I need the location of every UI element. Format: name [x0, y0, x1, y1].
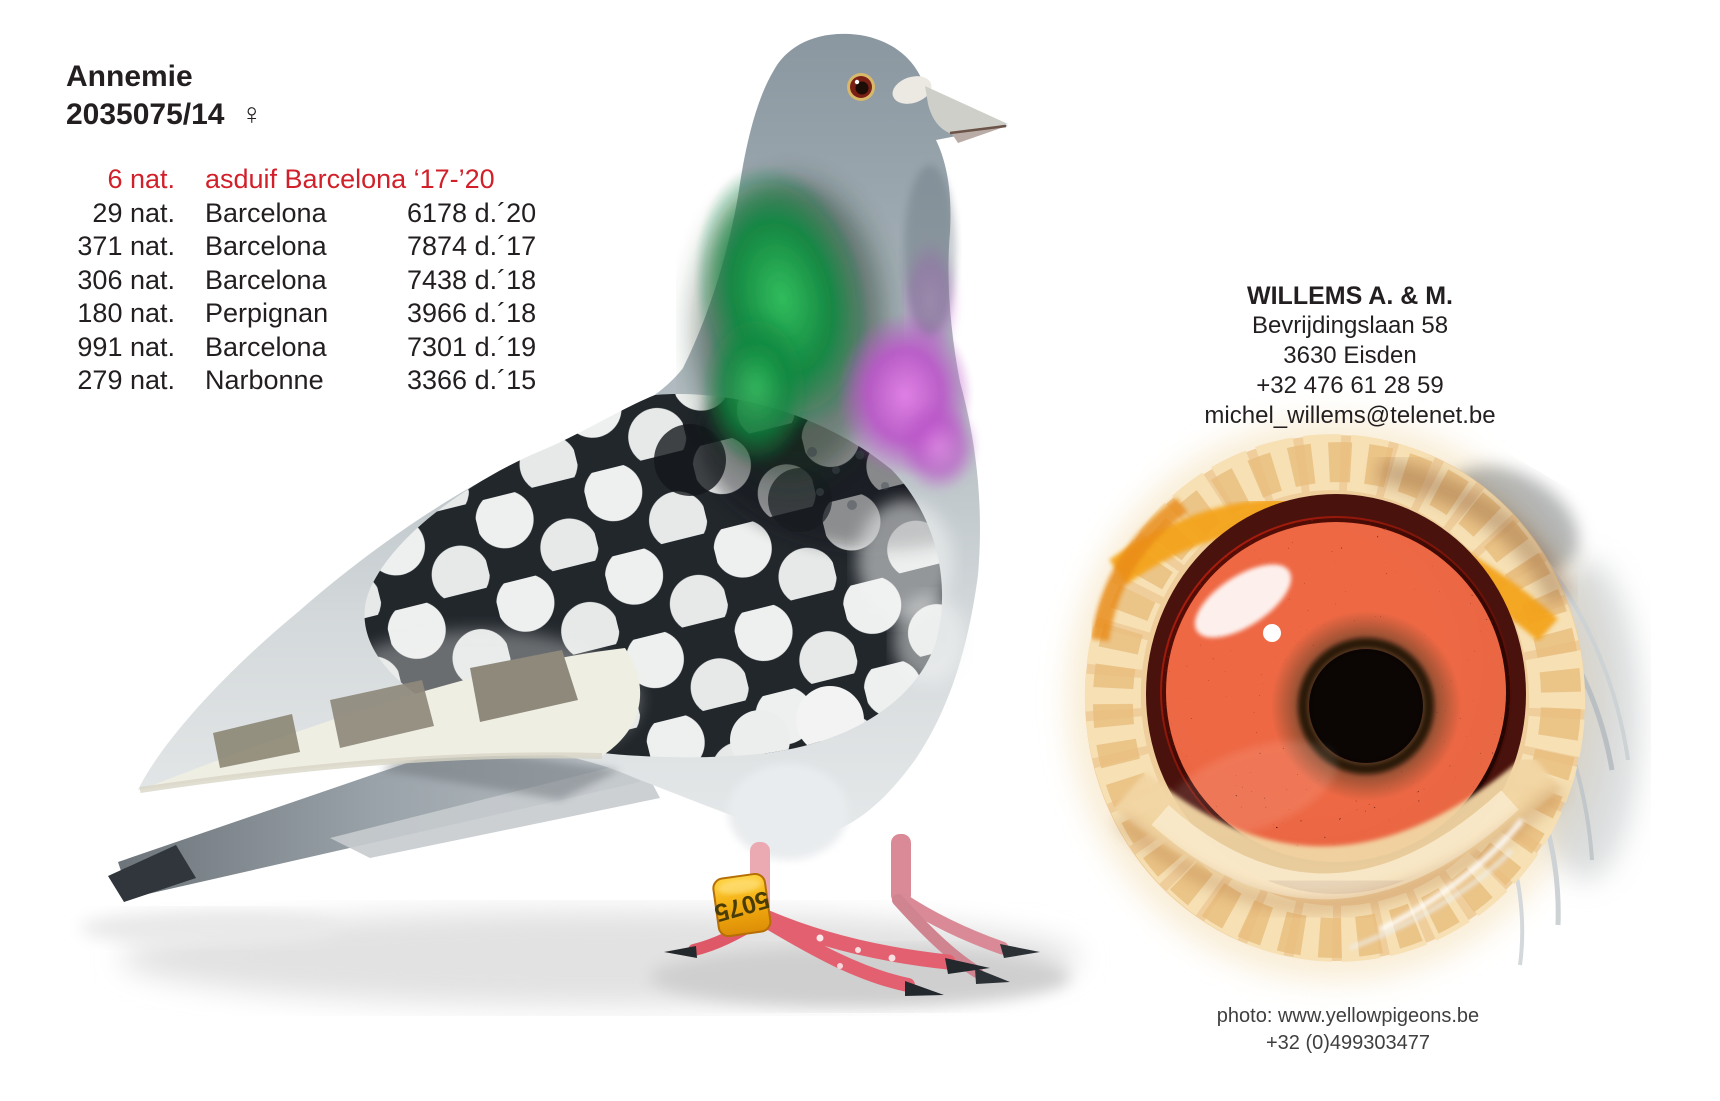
contact-email: michel_willems@telenet.be [1204, 402, 1496, 429]
pigeon-eye [847, 73, 875, 101]
pigeon-head [847, 73, 1008, 143]
credit-phone: +32 (0)499303477 [1265, 1032, 1431, 1054]
result-result: 6178 d.´20 [407, 197, 537, 228]
pigeon-wing-tip [139, 648, 641, 793]
result-rank: 991 nat. [77, 331, 175, 362]
results-header-label: asduif Barcelona ‘17-’20 [205, 164, 495, 194]
pigeon-cere [892, 76, 932, 104]
result-race: Narbonne [205, 365, 324, 395]
result-row: 180 nat. Perpignan 3966 d.´18 [0, 297, 536, 331]
result-result: 7438 d.´18 [407, 264, 537, 295]
result-result: 7874 d.´17 [407, 231, 537, 261]
result-rank: 306 nat. [77, 264, 175, 295]
female-symbol: ♀ [240, 98, 264, 131]
result-race: Barcelona [205, 197, 327, 228]
result-race: Barcelona [205, 331, 327, 362]
contact-name: WILLEMS A. & M. [1247, 282, 1453, 310]
pigeon-name: Annemie [66, 60, 193, 93]
eye-pupil [1309, 649, 1423, 763]
pigeon-neck-iridescence [694, 164, 978, 492]
result-race: Perpignan [205, 298, 329, 328]
eye-photo [1067, 418, 1640, 982]
results-rows: 29 nat. Barcelona 6178 d.´20 371 nat. Barcel… [0, 197, 536, 398]
result-row: 279 nat. Narbonne 3366 d.´15 [0, 364, 536, 398]
contact-phone: +32 476 61 28 59 [1256, 372, 1444, 399]
result-rank: 371 nat. [77, 231, 175, 261]
result-result: 3966 d.´18 [407, 298, 537, 328]
result-row: 306 nat. Barcelona 7438 d.´18 [0, 264, 536, 298]
title-block: Annemie 2035075/14 ♀ [66, 58, 263, 139]
result-row: 991 nat. Barcelona 7301 d.´19 [0, 331, 536, 365]
credit-website: photo: www.yellowpigeons.be [1216, 1005, 1480, 1027]
contact-block: WILLEMS A. & M. Bevrijdingslaan 58 3630 … [1150, 281, 1550, 431]
result-row: 371 nat. Barcelona 7874 d.´17 [0, 230, 536, 264]
results-header-row: 6 nat. asduif Barcelona ‘17-’20 [0, 163, 536, 197]
contact-address-line2: 3630 Eisden [1283, 342, 1417, 369]
result-rank: 180 nat. [77, 298, 175, 328]
results-table: 6 nat. asduif Barcelona ‘17-’20 29 nat. B… [0, 163, 536, 398]
pigeon-near-leg: 5075 [664, 764, 990, 996]
result-race: Barcelona [205, 231, 327, 261]
eye-highlight [1194, 564, 1292, 638]
result-rank: 279 nat. [77, 365, 175, 395]
leg-band: 5075 [711, 872, 773, 938]
result-race: Barcelona [205, 264, 327, 295]
pigeon-photo: 5075 [108, 33, 1040, 996]
contact-address-line1: Bevrijdingslaan 58 [1251, 312, 1449, 339]
result-result: 7301 d.´19 [407, 331, 537, 362]
result-rank: 29 nat. [92, 197, 175, 228]
pigeon-beak [925, 86, 1008, 134]
results-header-rank: 6 nat. [107, 164, 175, 194]
result-row: 29 nat. Barcelona 6178 d.´20 [0, 197, 536, 231]
pigeon-breast-mottle [807, 447, 966, 684]
ring-number: 2035075/14 [66, 98, 225, 131]
photo-credit: photo: www.yellowpigeons.be +32 (0)49930… [1148, 1003, 1548, 1057]
result-result: 3366 d.´15 [407, 365, 537, 395]
